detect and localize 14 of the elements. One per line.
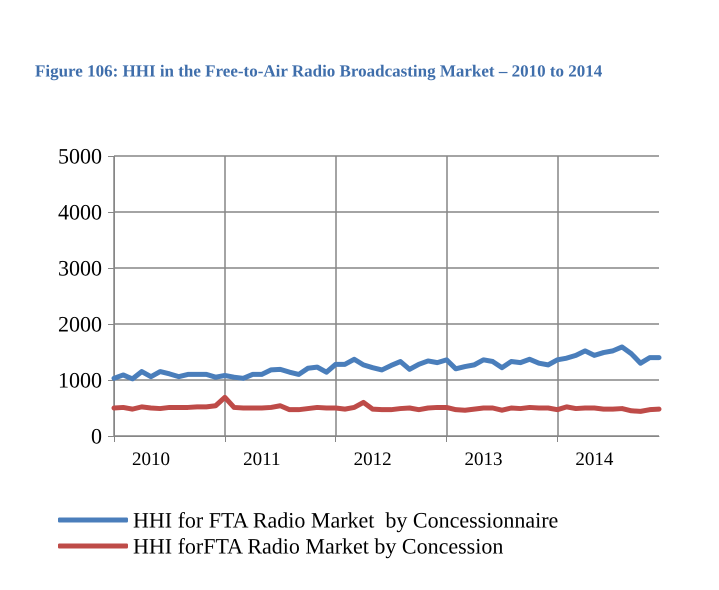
y-tick-label: 3000 (58, 256, 102, 280)
x-tick-label: 2010 (132, 449, 170, 470)
x-tick-label: 2013 (464, 449, 502, 470)
x-tick-label: 2014 (575, 449, 614, 470)
x-tick-label: 2011 (243, 449, 280, 470)
y-tick-label: 2000 (58, 312, 102, 336)
y-tick-label: 0 (91, 424, 102, 448)
x-tick-label: 2012 (354, 449, 392, 470)
legend-label: HHI for FTA Radio Market by Concessionnaire (133, 508, 558, 532)
y-tick-label: 4000 (58, 200, 102, 224)
chart-title: Figure 106: HHI in the Free-to-Air Radio Broadcasting Market – 2010 to 2014 (35, 62, 603, 80)
y-tick-label: 5000 (58, 144, 102, 168)
y-tick-label: 1000 (58, 368, 102, 392)
legend-label: HHI forFTA Radio Market by Concession (133, 534, 504, 558)
